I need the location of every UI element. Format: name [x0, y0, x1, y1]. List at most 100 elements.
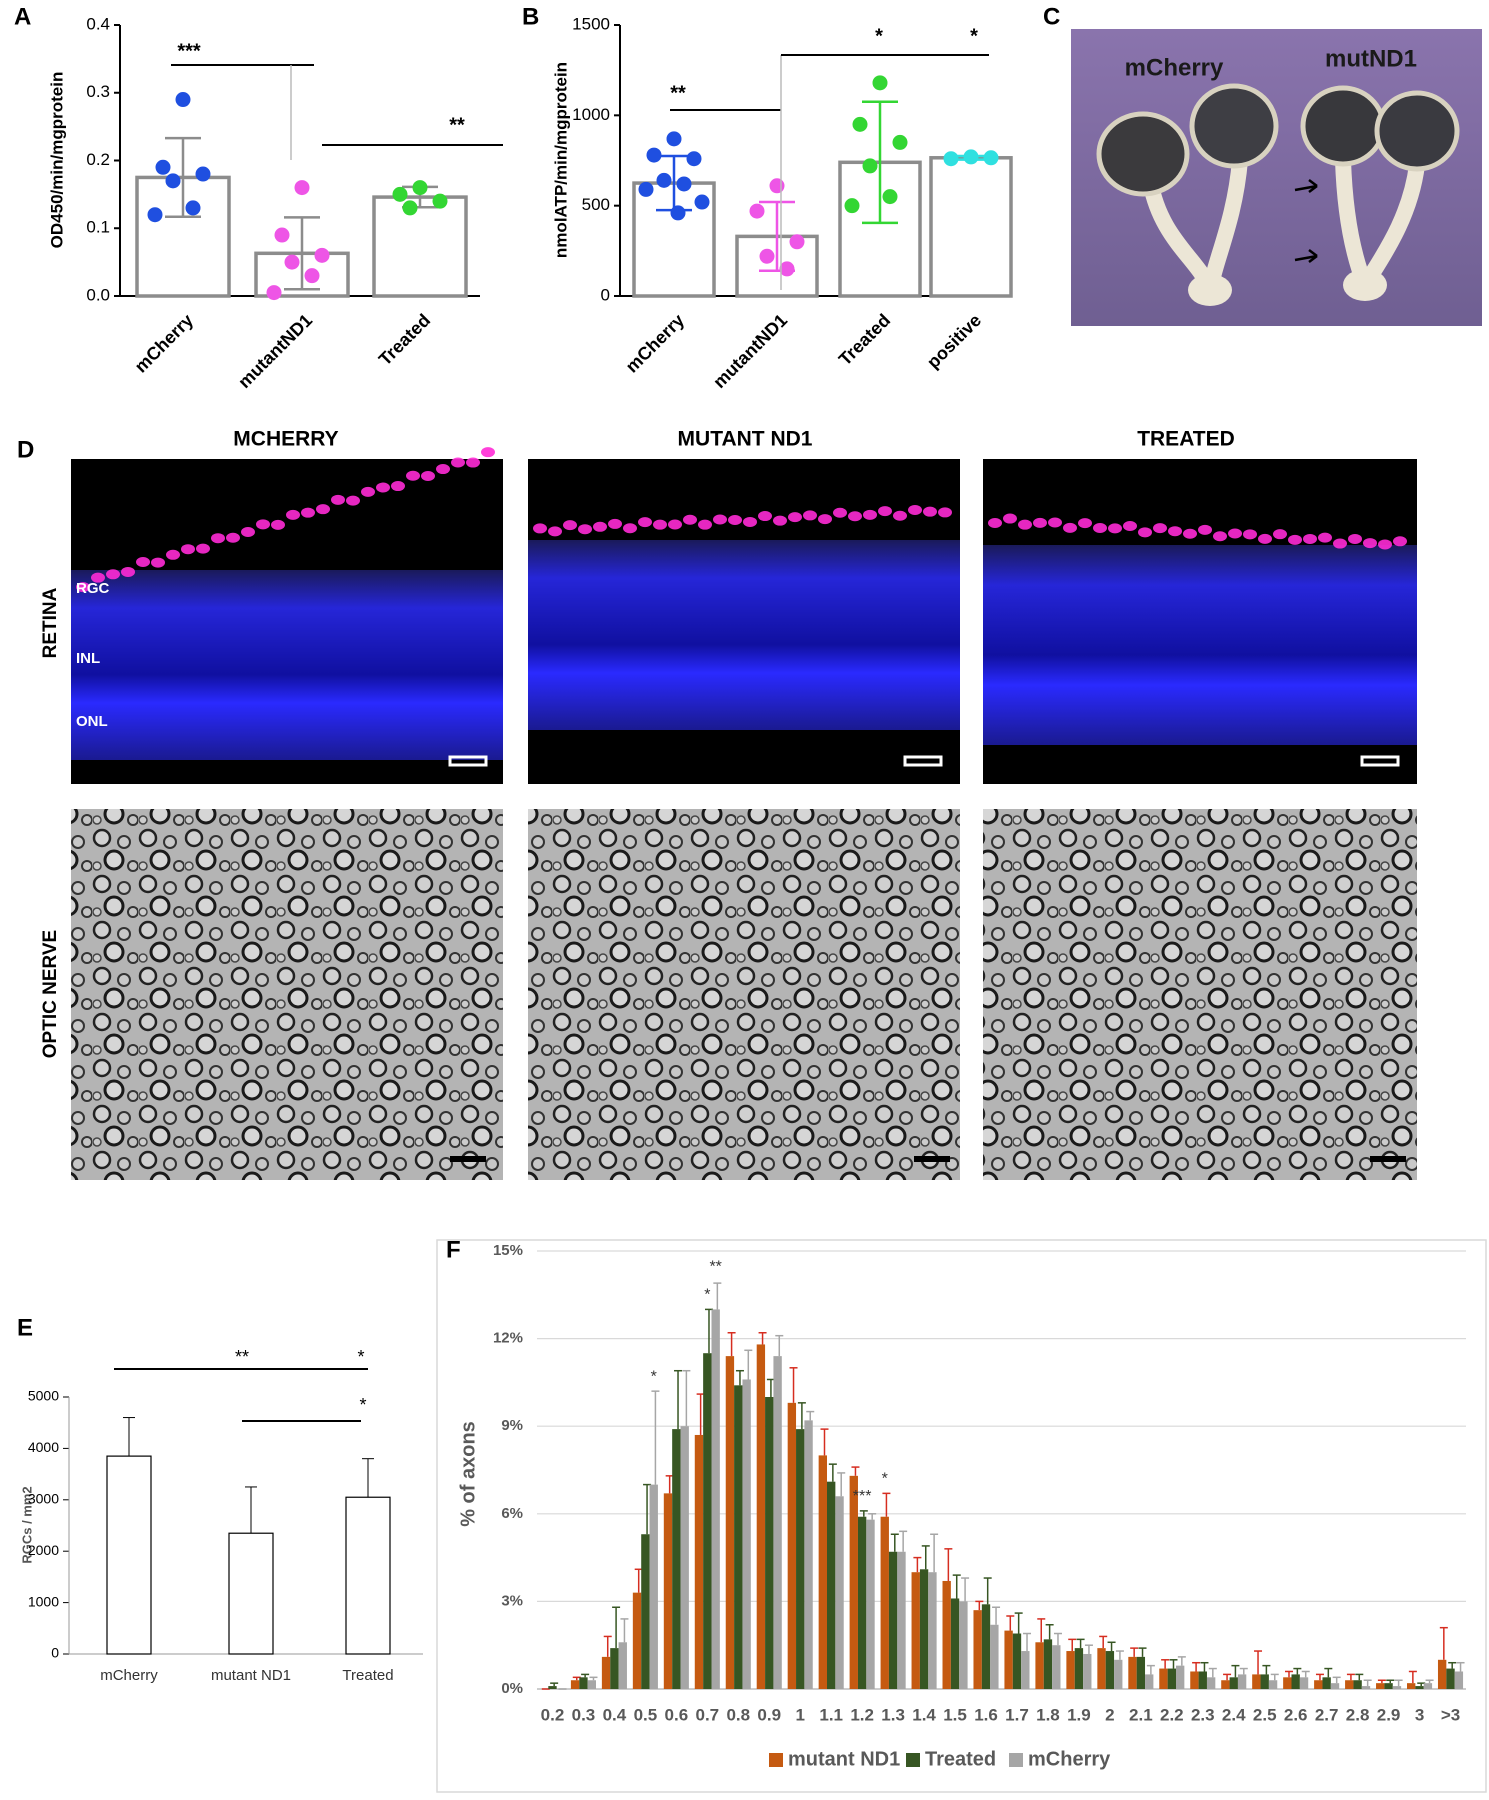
y-tick-label: 0.0	[86, 285, 110, 304]
bar	[756, 1344, 766, 1689]
data-point	[749, 203, 765, 219]
x-tick-label: 2	[1105, 1705, 1114, 1724]
cell	[406, 470, 420, 481]
cell	[481, 447, 495, 458]
x-tick-label: 1.3	[881, 1705, 905, 1724]
data-point	[666, 131, 682, 147]
cell	[653, 519, 667, 530]
cell	[623, 523, 637, 534]
bar	[725, 1356, 735, 1689]
cell	[361, 486, 375, 497]
cell	[346, 495, 360, 506]
data-point	[432, 193, 448, 209]
annotation: **	[235, 1347, 249, 1367]
bar	[959, 1601, 968, 1689]
cell	[211, 533, 225, 544]
bar	[827, 1481, 836, 1689]
cell	[256, 519, 270, 530]
bar	[1361, 1686, 1371, 1689]
cell	[1093, 523, 1107, 534]
panel-label: D	[17, 436, 34, 463]
photo-label: mCherry	[1125, 54, 1224, 81]
y-tick-label: 3%	[501, 1592, 523, 1609]
cell	[301, 507, 315, 518]
data-point	[852, 116, 868, 132]
cell	[893, 510, 907, 521]
cell	[1003, 513, 1017, 524]
x-tick-label: mCherry	[131, 310, 197, 376]
bar	[711, 1309, 720, 1689]
bar	[888, 1551, 898, 1689]
bar	[1252, 1674, 1261, 1689]
y-tick-label: 1000	[572, 105, 610, 124]
cell	[908, 504, 922, 515]
y-tick-label: 0.3	[86, 82, 110, 101]
bar	[866, 1519, 875, 1689]
data-point	[943, 151, 959, 167]
cell	[533, 523, 547, 534]
cell	[1393, 536, 1407, 547]
photo-d	[71, 459, 1417, 1180]
bar	[919, 1569, 929, 1689]
bar	[1012, 1633, 1022, 1689]
panel-label: C	[1043, 3, 1060, 30]
bar	[649, 1484, 658, 1689]
cell	[923, 506, 937, 517]
x-tick-label: 2.1	[1129, 1705, 1153, 1724]
bar	[734, 1385, 743, 1689]
bar	[765, 1397, 774, 1689]
x-tick-label: 2.9	[1377, 1705, 1401, 1724]
bar	[1105, 1651, 1115, 1689]
x-tick-label: mutantND1	[234, 310, 316, 392]
panel-label: B	[522, 3, 539, 30]
bar	[1043, 1639, 1053, 1689]
cell	[758, 511, 772, 522]
bar	[1407, 1683, 1416, 1689]
annotation: **	[670, 82, 686, 104]
data-point	[266, 285, 282, 301]
bar	[663, 1493, 673, 1689]
cell	[713, 514, 727, 525]
cell	[803, 510, 817, 521]
bar	[1345, 1680, 1354, 1689]
cell	[1243, 529, 1257, 540]
annotation: ***	[177, 40, 201, 62]
x-tick-label: positive	[923, 310, 985, 372]
annotation: *	[651, 1368, 657, 1385]
photo-label: mutND1	[1325, 45, 1417, 72]
bar	[1167, 1668, 1176, 1689]
cell	[181, 544, 195, 555]
cell	[1348, 533, 1362, 544]
layer-label: INL	[76, 650, 100, 667]
annotation: *	[970, 25, 978, 47]
cell	[1198, 524, 1212, 535]
cell	[608, 518, 622, 529]
cell	[593, 521, 607, 532]
bar	[1268, 1680, 1278, 1689]
cell	[1138, 527, 1152, 538]
bar	[1035, 1642, 1044, 1689]
bar	[950, 1598, 960, 1689]
data-point	[392, 186, 408, 202]
x-tick-label: 1.9	[1067, 1705, 1091, 1724]
bar	[990, 1624, 999, 1689]
x-tick-label: mCherry	[622, 310, 688, 376]
data-point	[670, 205, 686, 221]
bar	[773, 1356, 782, 1689]
x-tick-label: >3	[1441, 1705, 1460, 1724]
y-tick-label: 5000	[28, 1388, 59, 1404]
bar	[1114, 1659, 1123, 1689]
y-tick-label: 0.1	[86, 218, 110, 237]
data-point	[314, 247, 330, 263]
bar	[1437, 1659, 1447, 1689]
bar	[1074, 1648, 1084, 1689]
data-point	[656, 172, 672, 188]
legend-label: mutant ND1	[788, 1748, 900, 1770]
annotation: **	[709, 1258, 721, 1275]
bar	[672, 1429, 681, 1689]
cell	[1318, 532, 1332, 543]
x-tick-label: 1.6	[974, 1705, 998, 1724]
legend-swatch	[906, 1753, 920, 1767]
bar	[1159, 1668, 1168, 1689]
cell	[451, 457, 465, 468]
